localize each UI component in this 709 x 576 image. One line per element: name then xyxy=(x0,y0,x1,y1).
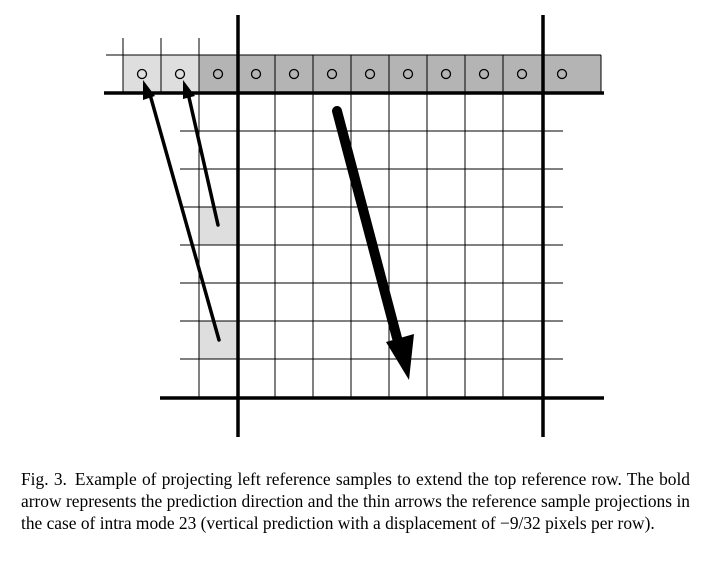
projection-arrows xyxy=(143,80,221,342)
reference-sample-circle xyxy=(440,68,452,80)
reference-sample-circle xyxy=(402,68,414,80)
grid-lines xyxy=(106,38,602,398)
reference-sample-circle xyxy=(326,68,338,80)
caption-label: Fig. 3. xyxy=(21,469,67,489)
prediction-direction-arrow xyxy=(332,106,414,380)
reference-sample-circle xyxy=(478,68,490,80)
prediction-grid-diagram xyxy=(104,15,604,437)
reference-sample-circle xyxy=(136,68,148,80)
reference-sample-circle xyxy=(364,68,376,80)
reference-sample-circle xyxy=(174,68,186,80)
reference-sample-circle xyxy=(516,68,528,80)
reference-sample-circle xyxy=(250,68,262,80)
projection-arrow-short xyxy=(183,80,220,227)
reference-sample-circle xyxy=(288,68,300,80)
top-reference-row xyxy=(199,55,601,93)
projection-arrow-long xyxy=(143,80,221,342)
reference-row-shading xyxy=(123,55,601,359)
reference-sample-circle xyxy=(556,68,568,80)
caption-text: Example of projecting left reference sam… xyxy=(21,469,691,533)
reference-samples xyxy=(136,68,568,80)
reference-sample-circle xyxy=(212,68,224,80)
figure-caption: Fig. 3. Example of projecting left refere… xyxy=(21,468,690,534)
